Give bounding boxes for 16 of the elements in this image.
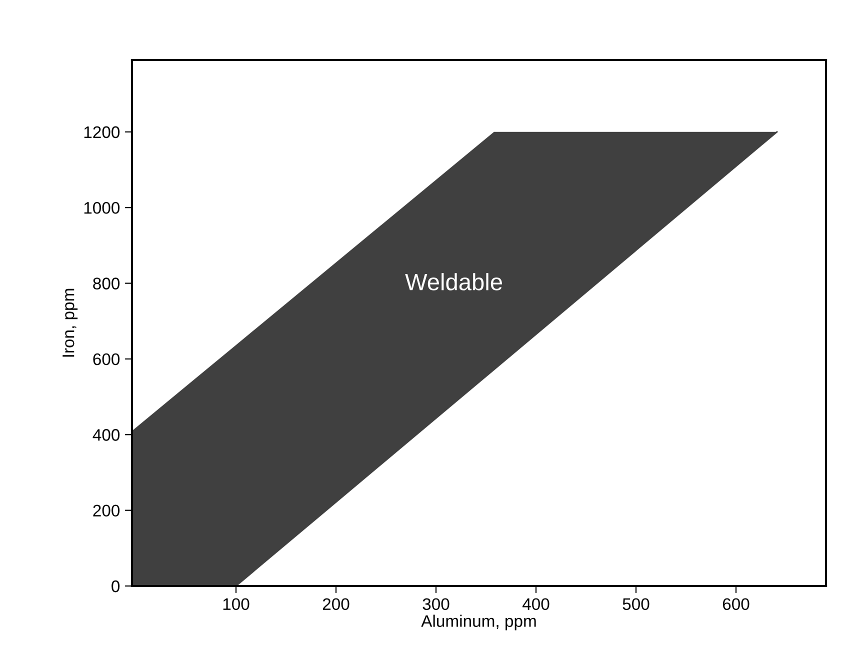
y-tick-label: 800	[93, 278, 120, 290]
y-tick-label: 600	[93, 353, 120, 366]
y-tick-label: 0	[112, 580, 120, 592]
y-tick-label: 400	[92, 429, 120, 441]
x-tick-label: 600	[722, 598, 750, 610]
x-tick-label: 200	[322, 598, 350, 610]
x-axis-title: Aluminum, ppm	[421, 614, 536, 630]
y-tick-label: 1200	[84, 126, 120, 138]
x-tick-label: 300	[422, 598, 450, 610]
y-tick-label: 200	[93, 504, 120, 517]
x-tick-label: 100	[223, 598, 250, 610]
x-tick-label: 500	[622, 598, 650, 610]
y-tick-label: 1000	[84, 202, 120, 214]
y-axis-title: Iron, ppm	[62, 288, 78, 357]
x-tick-label: 400	[522, 598, 550, 610]
annotation: Weldable	[405, 273, 502, 290]
